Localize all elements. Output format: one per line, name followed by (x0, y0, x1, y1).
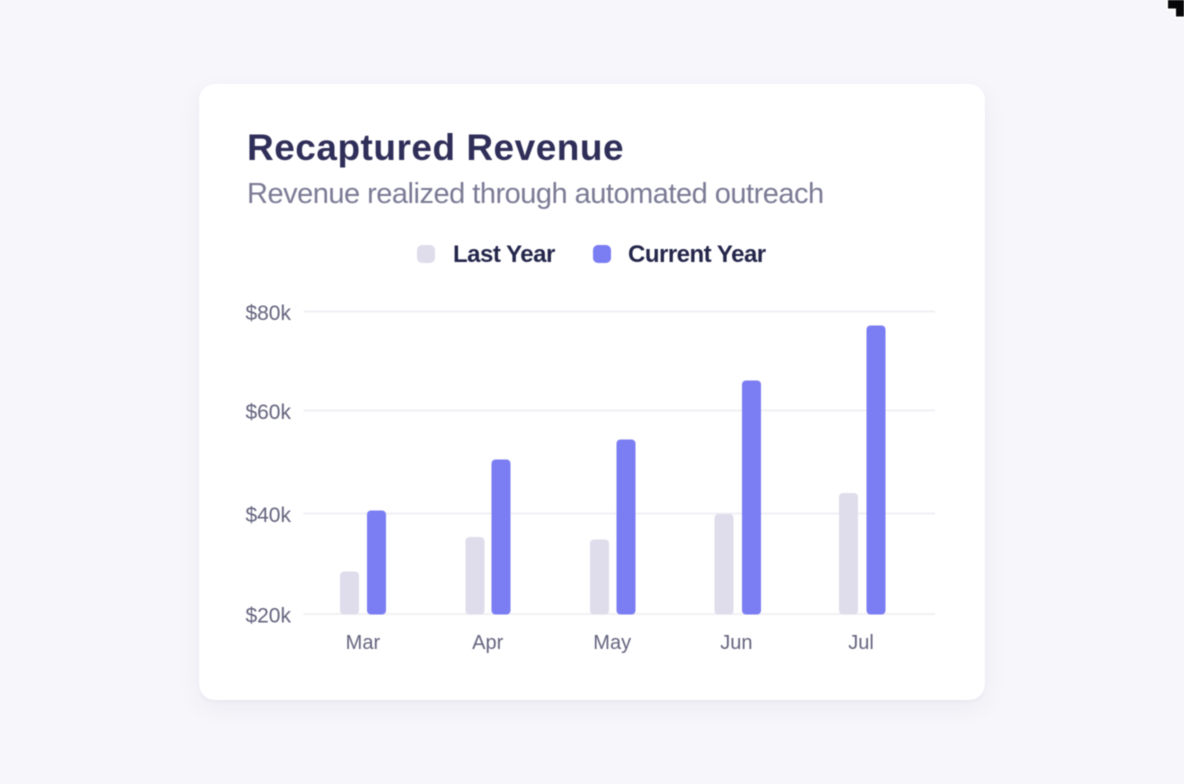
svg-text:$20k: $20k (245, 605, 291, 628)
svg-text:$80k: $80k (245, 302, 291, 325)
svg-text:Apr: Apr (472, 632, 503, 654)
svg-text:$40k: $40k (245, 504, 291, 527)
svg-text:Jun: Jun (720, 632, 752, 654)
svg-text:Jul: Jul (848, 632, 874, 654)
svg-text:May: May (593, 632, 631, 654)
svg-text:Mar: Mar (346, 632, 381, 654)
svg-text:$60k: $60k (245, 401, 291, 424)
